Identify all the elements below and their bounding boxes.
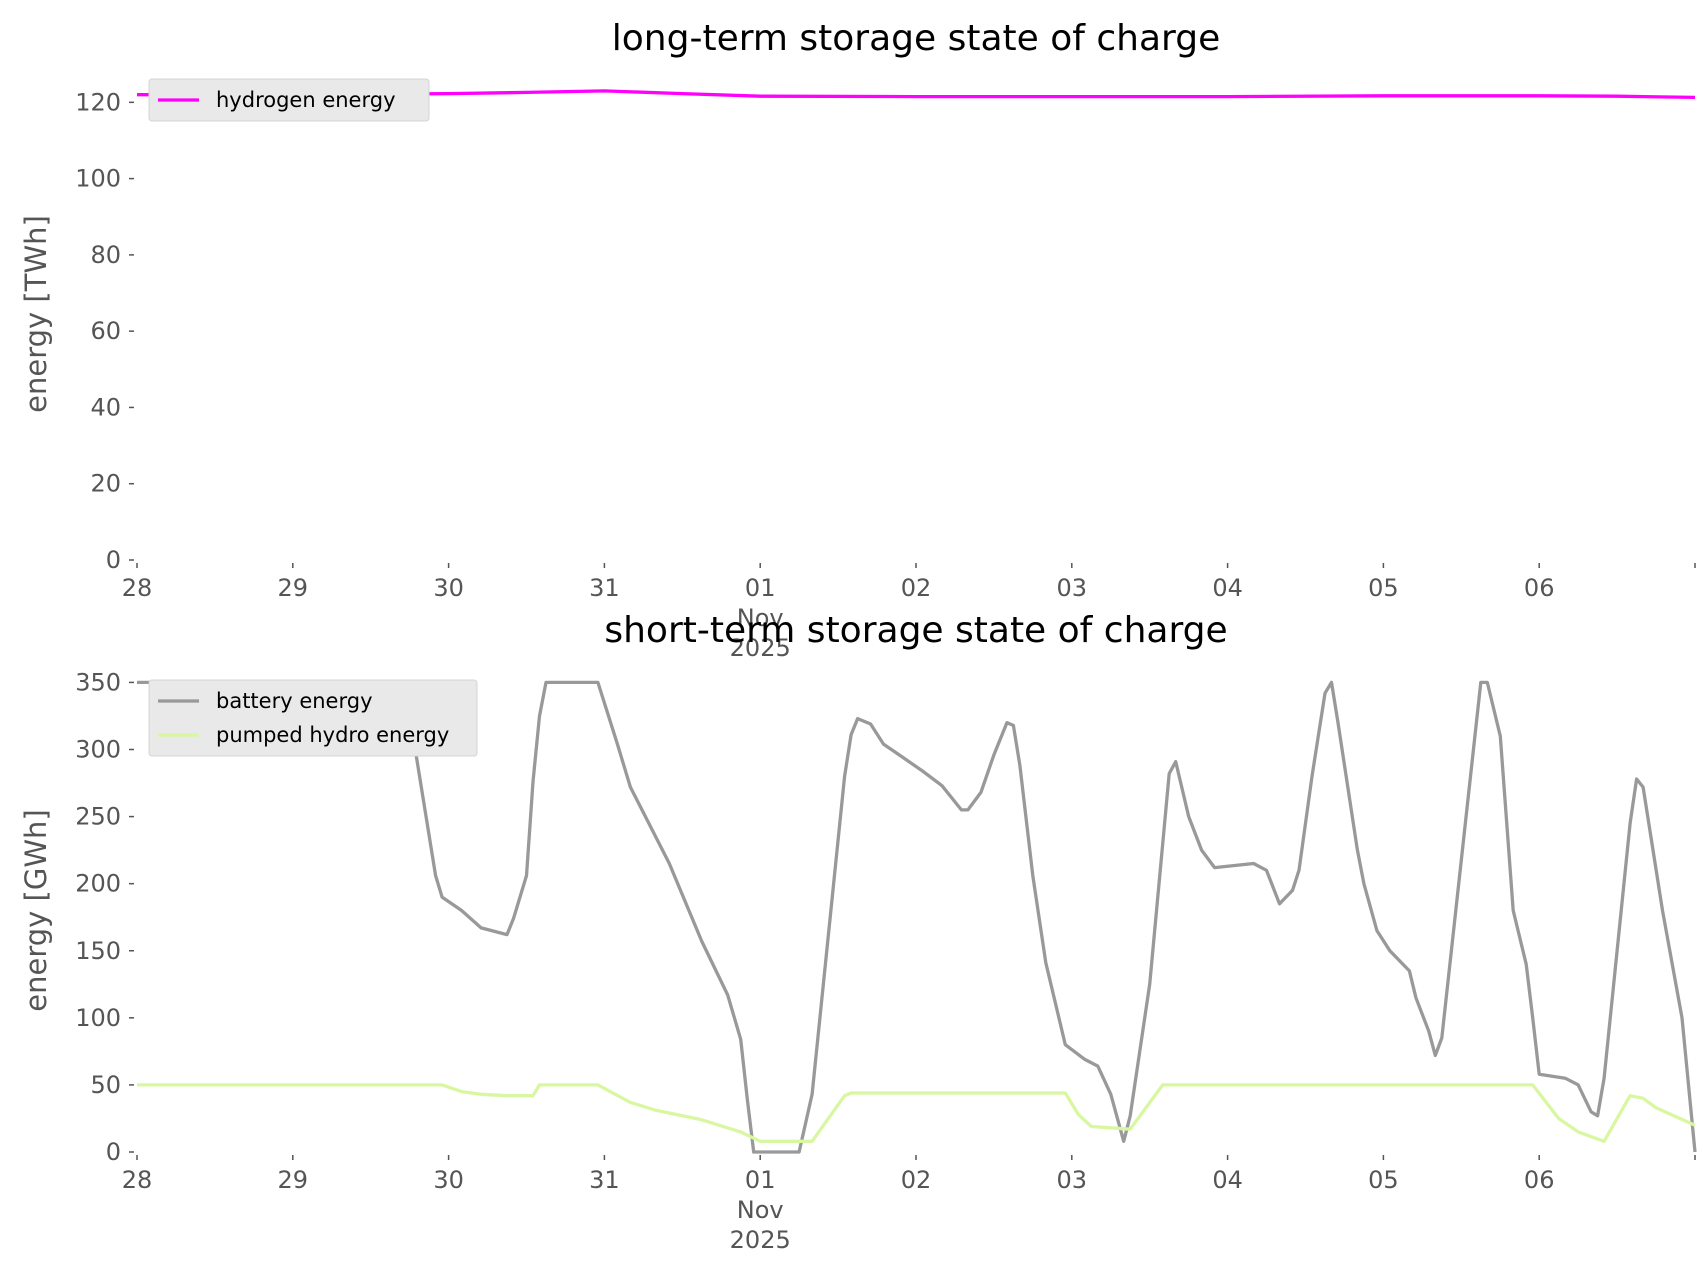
x-tick-label: 28: [122, 574, 153, 602]
x-tick-label: 06: [1524, 574, 1555, 602]
x-tick-label: 28: [122, 1166, 153, 1194]
y-tick-label: 350: [75, 668, 121, 696]
y-tick-label: 0: [106, 546, 121, 574]
data-line: [137, 89, 1696, 100]
x-tick-label: 06: [1524, 1166, 1555, 1194]
legend-box: [148, 679, 478, 757]
x-tick-label: 29: [278, 1166, 309, 1194]
x-tick-label: 03: [1057, 1166, 1088, 1194]
y-tick-label: 50: [90, 1071, 121, 1099]
chart-title: short-term storage state of charge: [604, 610, 1227, 651]
y-tick-label: 250: [75, 803, 121, 831]
x-tick-label: 01 Nov 2025: [730, 574, 791, 662]
x-tick-label: 02: [901, 574, 932, 602]
legend-box: [148, 78, 430, 122]
y-tick-label: 120: [75, 88, 121, 116]
x-tick-label: 03: [1057, 574, 1088, 602]
x-tick-label: 02: [901, 1166, 932, 1194]
y-tick-label: 200: [75, 870, 121, 898]
y-tick-label: 0: [106, 1138, 121, 1166]
y-tick-label: 20: [90, 470, 121, 498]
y-tick-label: 60: [90, 317, 121, 345]
y-axis-label: energy [TWh]: [19, 215, 53, 413]
legend-label: battery energy: [216, 689, 373, 713]
legend-label: pumped hydro energy: [216, 723, 449, 747]
y-tick-label: 40: [90, 393, 121, 421]
y-tick-label: 300: [75, 736, 121, 764]
x-tick-label: 04: [1212, 574, 1243, 602]
x-tick-label: 30: [433, 574, 464, 602]
data-line: [137, 680, 1697, 1154]
x-tick-label: 04: [1212, 1166, 1243, 1194]
x-tick-label: 05: [1368, 1166, 1399, 1194]
y-tick-label: 150: [75, 937, 121, 965]
x-tick-label: 01 Nov 2025: [730, 1166, 791, 1254]
x-tick-label: 31: [589, 574, 620, 602]
x-tick-label: 30: [433, 1166, 464, 1194]
y-tick-label: 100: [75, 1004, 121, 1032]
data-line: [137, 1083, 1696, 1143]
y-tick-label: 80: [90, 241, 121, 269]
y-axis-label: energy [GWh]: [19, 809, 53, 1011]
legend-label: hydrogen energy: [216, 88, 396, 112]
chart-title: long-term storage state of charge: [612, 18, 1220, 59]
y-tick-label: 100: [75, 165, 121, 193]
x-tick-label: 29: [278, 574, 309, 602]
x-tick-label: 31: [589, 1166, 620, 1194]
x-tick-label: 05: [1368, 574, 1399, 602]
